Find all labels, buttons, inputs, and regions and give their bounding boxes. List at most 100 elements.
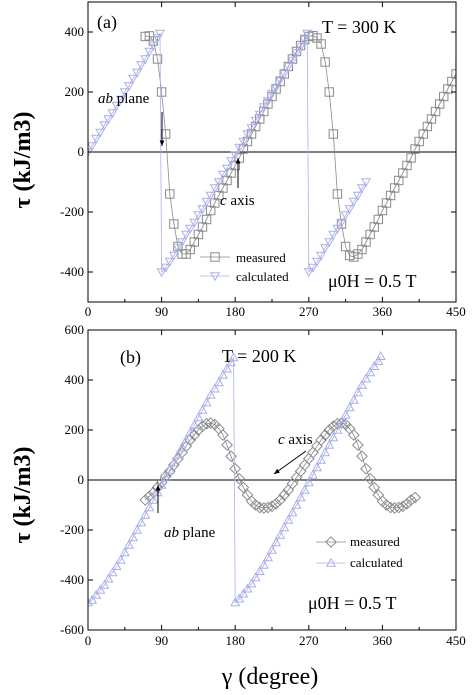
panel-a-calculated-point-67 [348,197,359,207]
panel-a-calculated-point-44 [258,103,269,113]
panel-a-measured-point-15 [201,214,212,225]
panel-a-annotation-c-text: axis [227,193,255,209]
panel-b-y-tick-label-2: -200 [60,522,84,537]
panel-b-calculated-point-26 [189,419,200,429]
panel-a-y-tick-label-2: 0 [78,144,85,159]
panel-b-calculated-point-27 [193,412,204,422]
panel-a-calculated-point-66 [344,205,355,215]
panel-a-measured-point-77 [455,61,456,72]
panel-b-measured-point-66 [409,491,422,504]
panel-a-calculated-point-8 [115,95,126,105]
panel-a-calculated-point-19 [156,268,167,278]
panel-b-calculated-point-5 [103,573,114,583]
panel-b-calculated-point-69 [360,373,372,383]
panel-a-calculated-point-16 [148,41,159,51]
panel-b-x-tick-label-3: 270 [299,633,319,648]
panel-a-measured-point-43 [316,39,326,49]
panel-b-calculated-point-9 [119,547,130,557]
panel-a-calculated-point-56 [303,268,314,278]
panel-b-calculated-point-68 [356,379,368,389]
panel-a-calculated-point-35 [221,164,233,174]
panel-b-y-tick-label-0: -600 [60,622,84,637]
panel-b-calculated-point-36 [228,352,239,362]
panel-b-calculated-point-59 [320,447,331,457]
panel-a-calculated-point-27 [189,218,200,228]
panel-b-calculated-point-73 [375,351,386,360]
panel-a-calculated-point-10 [123,82,134,92]
panel-b-calculated-point-7 [111,561,122,570]
panel-b-calculated-point-57 [311,462,323,472]
panel-a-calculated-point-64 [336,218,347,228]
panel-a-measured-point-4 [156,87,167,97]
panel-a-calculated-point-18 [154,29,166,39]
panel-a-calculated-point-69 [356,184,368,194]
panel-b-calculated-point-48 [275,529,286,539]
panel-a-calculated-point-42 [250,116,261,126]
panel-b-calculated-point-23 [176,442,188,452]
panel-b-calculated-point-8 [115,554,126,564]
panel-b-calculated-point-1 [88,594,98,604]
panel-b-calculated-line [88,356,382,604]
panel-a-series-measured [140,30,456,262]
panel-b-calculated-point-38 [234,593,245,603]
panel-a-calculated-point-32 [209,184,220,194]
panel-b: 0 90 180 270 360 450 -600 -400 -200 0 200 400 600 [60,322,466,648]
panel-b-measured-point-44 [319,429,332,441]
panel-b-y-axis-label: τ (kJ/m3) [10,446,36,543]
panel-b-measured-point-0 [139,494,152,506]
panel-b-arrow-0 [273,450,307,475]
panel-a-calculated-point-54 [299,35,310,45]
panel-a-measured-point-65 [406,153,416,163]
panel-b-annotation-ab-italic: ab [164,525,180,541]
panel-b-annotation-ab-plane: ab plane [164,525,216,541]
panel-a-legend-calculated-label: calculated [236,269,289,284]
panel-b-field: μ0H = 0.5 T [308,593,396,613]
panel-a-annotation-ab-plane: ab plane [98,91,150,107]
panel-b-y-tick-label-5: 400 [65,372,85,387]
panel-b-calculated-point-55 [303,477,314,487]
panel-a-calculated-point-59 [316,251,327,261]
panel-b-calculated-point-18 [156,479,167,489]
panel-b-calculated-point-13 [136,517,147,527]
panel-a-calculated-point-25 [181,230,192,240]
panel-b-measured-point-28 [253,501,266,514]
panel-b-measured-point-15 [200,417,213,430]
panel-a-x-tick-label-1: 90 [155,304,168,319]
panel-b-calculated-point-44 [258,559,269,569]
panel-a-legend-measured-marker [210,252,220,262]
panel-b-calculated-point-56 [307,469,318,479]
panel-a-calculated-point-52 [291,49,302,59]
panel-b-calculated-point-10 [123,539,134,549]
panel-a-y-tick-label-4: 400 [65,24,85,39]
panel-b-calculated-point-63 [336,417,347,427]
panel-b-measured-point-45 [323,424,336,436]
panel-b-x-tick-label-1: 90 [155,633,168,648]
panel-a-calculated-point-13 [136,61,147,71]
panel-b-legend-measured-marker [325,536,337,548]
panel-b-calculated-point-16 [148,494,159,504]
panel-b-calculated-point-42 [250,572,261,582]
panel-b-calculated-point-3 [95,584,106,594]
panel-a: 0 90 180 270 360 450 -400 -200 0 200 400 [60,1,466,319]
panel-b-calculated-point-11 [127,532,139,542]
panel-b-calculated-point-50 [283,514,294,524]
panel-b-annotation-c-text: axis [285,432,313,448]
panel-a-calculated-point-20 [160,263,171,273]
panel-b-calculated-point-22 [172,449,184,459]
panel-b-measured-point-22 [229,462,242,475]
panel-a-calculated-point-50 [283,62,294,72]
panel-a-measured-point-5 [160,129,171,139]
panel-a-calculated-point-62 [328,230,339,240]
panel-b-calculated-point-43 [254,566,265,575]
panel-a-calculated-point-46 [266,89,278,99]
panel-b-calculated-point-60 [324,439,335,449]
panel-b-arrow-head-1 [155,485,161,491]
panel-a-label: (a) [97,12,117,33]
panel-a-calculated-point-70 [360,178,372,188]
panel-b-measured-point-43 [315,434,327,446]
panel-a-calculated-point-37 [230,151,241,161]
panel-a-measured-line [145,35,456,258]
panel-b-calculated-point-4 [99,579,110,589]
panel-b-calculated-point-34 [221,363,233,373]
